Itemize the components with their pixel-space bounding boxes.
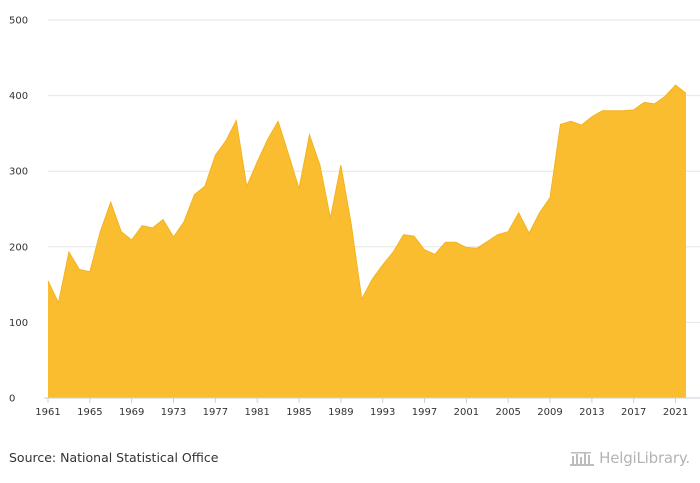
x-tick-label: 2013 xyxy=(579,407,604,418)
x-tick-label: 2021 xyxy=(663,407,688,418)
x-tick-label: 1981 xyxy=(244,407,269,418)
y-tick-label: 500 xyxy=(9,16,28,27)
y-tick-label: 100 xyxy=(9,318,28,329)
x-tick-label: 2017 xyxy=(621,407,646,418)
y-tick-label: 200 xyxy=(9,242,28,253)
x-tick-label: 1993 xyxy=(370,407,395,418)
area-line xyxy=(47,84,687,305)
area-series xyxy=(47,84,687,399)
x-tick-label: 2005 xyxy=(495,407,520,418)
x-tick-label: 2001 xyxy=(454,407,479,418)
x-tick-label: 1965 xyxy=(77,407,102,418)
y-axis: 0 100 200 300 400 500 xyxy=(9,16,28,405)
y-tick-label: 0 xyxy=(9,394,15,405)
x-tick-label: 1961 xyxy=(35,407,60,418)
x-tick-label: 2009 xyxy=(537,407,562,418)
x-tick-label: 1985 xyxy=(286,407,311,418)
x-tick-label: 1997 xyxy=(412,407,437,418)
source-note: Source: National Statistical Office xyxy=(9,450,219,465)
x-tick-label: 1973 xyxy=(161,407,186,418)
brand-logo: HelgiLibrary. xyxy=(569,449,690,467)
area-fill xyxy=(48,85,686,399)
x-axis xyxy=(44,397,700,403)
library-logo-icon xyxy=(570,452,595,466)
brand-name: HelgiLibrary. xyxy=(599,449,690,467)
x-tick-label: 1989 xyxy=(328,407,353,418)
x-tick-label: 1977 xyxy=(203,407,228,418)
x-axis-labels: 1961 1965 1969 1973 1977 1981 1985 1989 1993 1997… xyxy=(35,407,688,418)
x-tick-label: 1969 xyxy=(119,407,144,418)
y-tick-label: 400 xyxy=(9,91,28,102)
y-tick-label: 300 xyxy=(9,167,28,178)
